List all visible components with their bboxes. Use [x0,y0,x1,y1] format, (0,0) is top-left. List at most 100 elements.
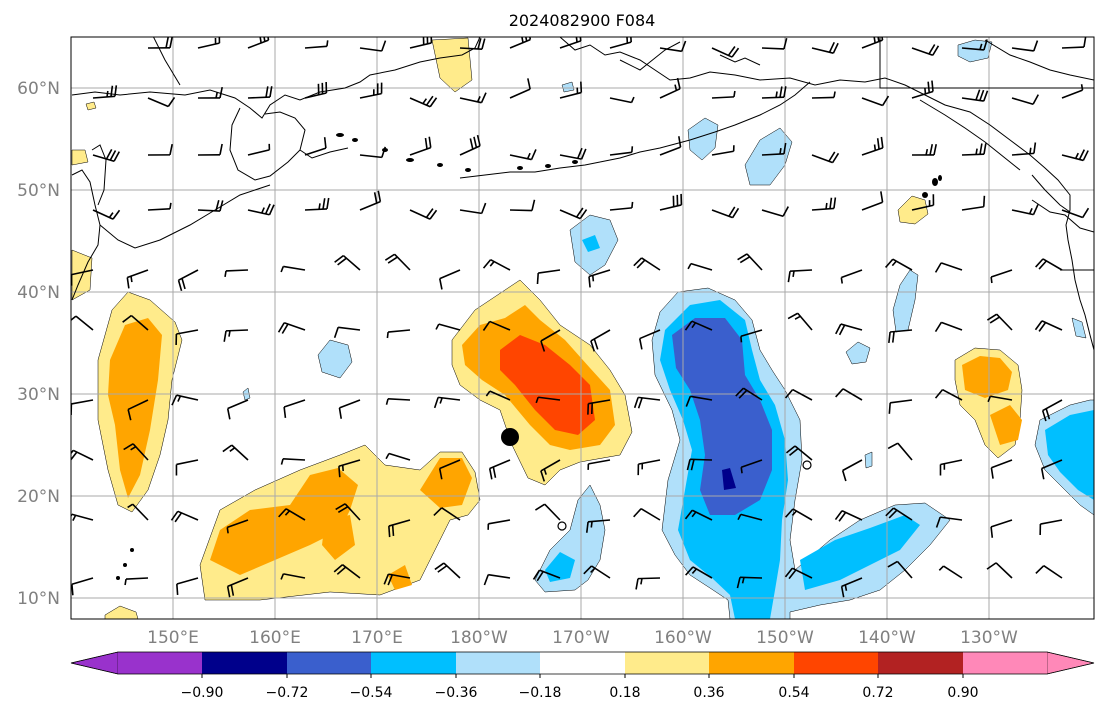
wind-barb [787,312,813,331]
wind-barb [335,503,361,521]
wind-barb [841,459,863,482]
wind-barb [509,37,532,49]
wind-barb [559,147,587,160]
wind-barb [483,573,511,586]
wind-barb [987,395,1013,403]
wind-barb [761,86,787,99]
wind-barb [1035,258,1063,271]
wind-barbs [71,37,1090,598]
wind-barb [934,262,963,273]
wind-barb [961,89,989,102]
colorbar-tick-label: 0.72 [862,685,893,701]
wind-barb [934,388,963,401]
wind-barb [532,569,561,582]
lat-label: 20°N [17,487,60,507]
lat-label: 30°N [17,385,60,405]
map-area [71,37,1094,619]
wind-barb [840,577,863,598]
colorbar-tick-label: 0.18 [609,685,640,701]
lon-label: 180°W [450,628,508,648]
wind-barb [123,443,149,461]
wind-barb [126,269,149,289]
wind-barb [280,573,306,580]
wind-barb [711,46,740,58]
wind-barb [438,459,461,480]
wind-barb [92,209,121,220]
wind-barb [147,143,173,156]
wind-barb [986,562,1013,579]
wind-barb [176,577,199,596]
wind-barb [540,329,561,352]
colorbar-extend-low [70,651,119,675]
wind-barb [659,193,683,211]
wind-barb [590,329,611,352]
wind-barb [911,80,934,99]
wind-barb [247,37,270,49]
wind-barb [638,329,661,350]
wind-barb [884,258,913,271]
wind-barb [784,567,813,580]
wind-barb [127,503,149,521]
lat-label: 40°N [17,283,60,303]
small-marker [557,521,567,531]
wind-barb [540,459,561,482]
lon-label: 130°W [960,628,1018,648]
wind-barb [283,399,306,418]
wind-barb [1061,149,1089,162]
wind-barb [359,190,382,211]
latitude-labels: 60°N 50°N 40°N 30°N 20°N 10°N [17,79,60,609]
wind-barb [359,82,383,99]
colorbar-segment [287,652,371,674]
wind-barb [536,269,561,285]
colorbar-segment [878,652,963,674]
wind-barb [735,387,763,401]
wind-barb [583,565,611,579]
colorbar-segment [963,652,1047,674]
wind-barb [386,329,411,339]
lon-label: 150°W [756,628,814,648]
wind-barb [1011,204,1039,216]
wind-barb [633,396,661,409]
wind-barb [434,562,461,579]
wind-barb [761,206,790,218]
wind-barb [990,269,1013,284]
wind-barb [711,145,735,156]
colorbar-segment [540,652,625,674]
wind-barb [124,577,149,586]
colorbar-tick-label: −0.90 [181,685,224,701]
wind-barb [1011,94,1040,106]
wind-barb [224,269,249,277]
wind-barb [585,519,611,533]
wind-barb [659,40,687,53]
wind-barb [409,95,438,108]
wind-barb [887,560,913,579]
wind-barb [711,90,736,99]
wind-barb [911,44,940,56]
wind-barb [861,191,884,211]
lat-label: 60°N [17,79,60,99]
wind-barb [385,452,411,461]
map-frame [70,36,1095,620]
wind-barb [509,149,537,161]
colorbar-segment [456,652,540,674]
wind-barb [685,566,713,579]
colorbar-segments [118,652,1047,674]
wind-barb [938,565,963,579]
wind-barb [304,81,328,99]
colorbar-segment [709,652,794,674]
islands [116,133,942,580]
colorbar-tick-label: −0.18 [519,685,562,701]
wind-barb [737,253,763,271]
wind-barb [935,516,963,528]
wind-barb [459,134,481,156]
wind-barb [811,151,840,164]
wind-barb [740,459,763,474]
wind-barb [280,265,306,273]
wind-barb [990,459,1013,479]
wind-barb [482,320,511,331]
map-title: 2024082900 F084 [509,11,656,30]
wind-barb [197,143,223,156]
colorbar-segment [202,652,287,674]
colorbar-segment [118,652,202,674]
wind-barb [359,40,387,52]
